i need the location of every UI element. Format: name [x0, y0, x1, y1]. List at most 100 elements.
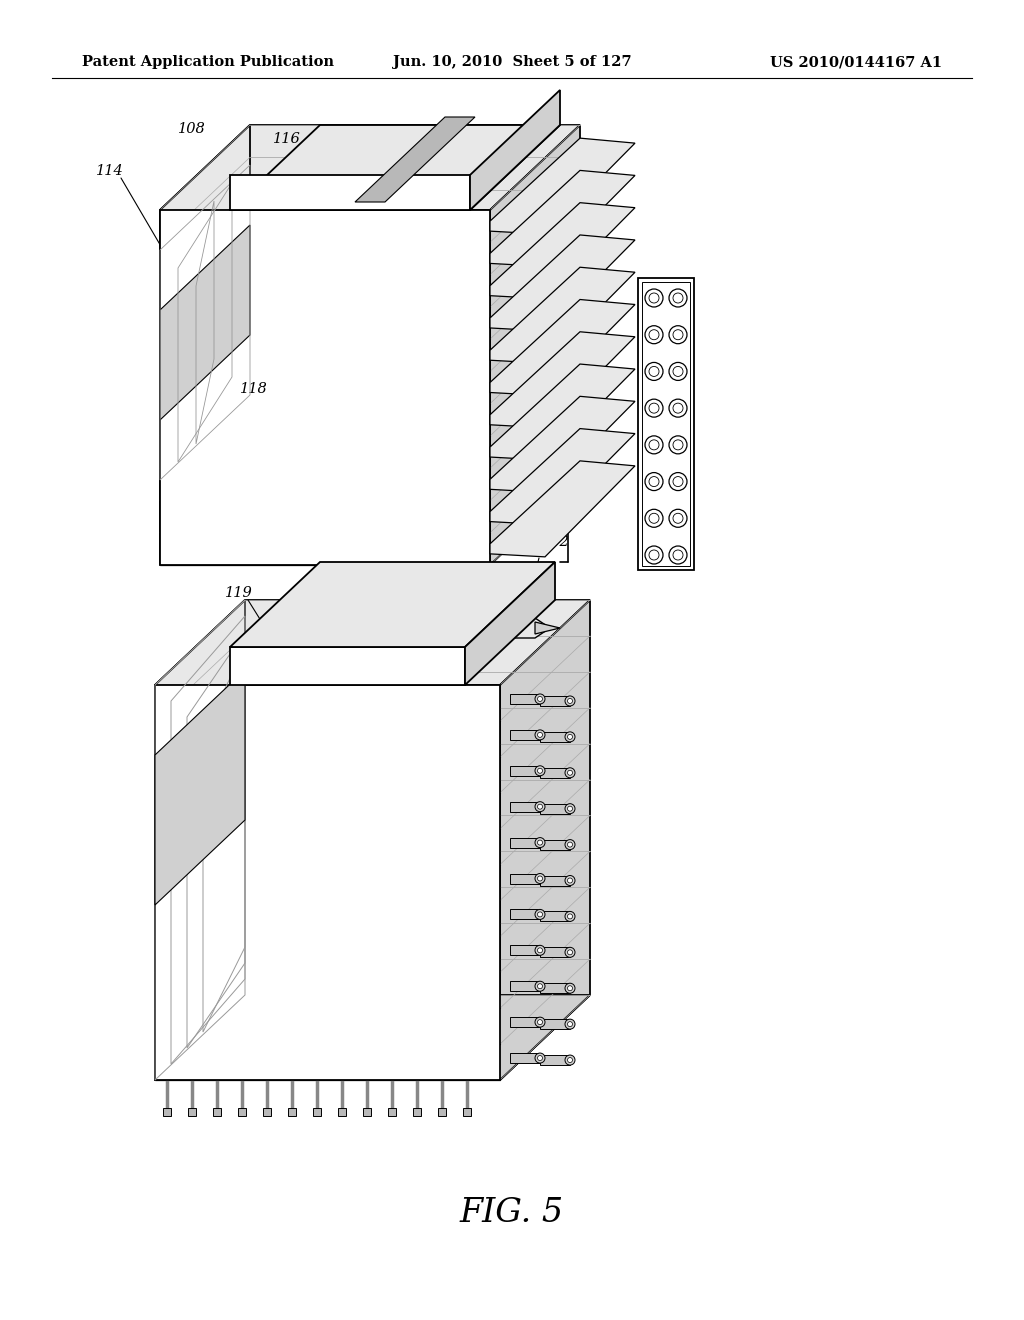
Polygon shape: [540, 983, 570, 993]
Ellipse shape: [538, 804, 543, 809]
Circle shape: [649, 403, 659, 413]
Ellipse shape: [567, 698, 572, 704]
Polygon shape: [540, 804, 570, 813]
Polygon shape: [540, 731, 570, 742]
Polygon shape: [510, 838, 540, 847]
Circle shape: [669, 510, 687, 527]
Polygon shape: [540, 875, 570, 886]
Polygon shape: [490, 331, 635, 428]
Circle shape: [669, 326, 687, 343]
Polygon shape: [188, 1107, 196, 1115]
Polygon shape: [540, 696, 570, 706]
Ellipse shape: [535, 945, 545, 956]
Polygon shape: [490, 429, 635, 524]
Polygon shape: [540, 911, 570, 921]
Text: Patent Application Publication: Patent Application Publication: [82, 55, 334, 69]
Polygon shape: [540, 840, 570, 850]
Text: 108: 108: [178, 121, 206, 136]
Circle shape: [645, 546, 663, 564]
Circle shape: [673, 440, 683, 450]
Polygon shape: [163, 1107, 171, 1115]
Polygon shape: [313, 1107, 321, 1115]
Polygon shape: [490, 235, 635, 331]
Circle shape: [649, 330, 659, 339]
Ellipse shape: [538, 768, 543, 774]
Ellipse shape: [567, 1057, 572, 1063]
Ellipse shape: [535, 909, 545, 920]
Ellipse shape: [538, 912, 543, 917]
Ellipse shape: [567, 734, 572, 739]
Polygon shape: [155, 685, 500, 1080]
Polygon shape: [230, 647, 465, 685]
Polygon shape: [155, 601, 245, 1080]
Polygon shape: [540, 1019, 570, 1030]
Ellipse shape: [565, 1019, 575, 1030]
Polygon shape: [510, 874, 540, 883]
Polygon shape: [490, 396, 635, 492]
Text: FIG. 5: FIG. 5: [460, 1197, 564, 1229]
Polygon shape: [238, 1107, 246, 1115]
Ellipse shape: [535, 766, 545, 776]
Ellipse shape: [538, 983, 543, 989]
Circle shape: [673, 367, 683, 376]
Polygon shape: [413, 1107, 421, 1115]
Circle shape: [645, 473, 663, 491]
Polygon shape: [510, 909, 540, 920]
Polygon shape: [263, 1107, 271, 1115]
Ellipse shape: [535, 694, 545, 704]
Polygon shape: [480, 618, 550, 638]
Circle shape: [669, 289, 687, 308]
Polygon shape: [490, 203, 635, 298]
Circle shape: [649, 550, 659, 560]
Circle shape: [669, 363, 687, 380]
Ellipse shape: [538, 1019, 543, 1024]
Polygon shape: [510, 1053, 540, 1063]
Circle shape: [649, 293, 659, 304]
Circle shape: [645, 363, 663, 380]
Circle shape: [673, 403, 683, 413]
Ellipse shape: [565, 804, 575, 813]
Polygon shape: [338, 1107, 346, 1115]
Polygon shape: [230, 562, 555, 647]
Circle shape: [649, 513, 659, 523]
Circle shape: [645, 436, 663, 454]
Ellipse shape: [565, 768, 575, 777]
Polygon shape: [510, 694, 540, 704]
Polygon shape: [155, 601, 590, 685]
Circle shape: [669, 546, 687, 564]
Polygon shape: [288, 1107, 296, 1115]
Polygon shape: [510, 766, 540, 776]
Polygon shape: [638, 279, 694, 570]
Polygon shape: [540, 768, 570, 777]
Text: US 2010/0144167 A1: US 2010/0144167 A1: [770, 55, 942, 69]
Polygon shape: [510, 945, 540, 956]
Ellipse shape: [565, 1055, 575, 1065]
Polygon shape: [230, 125, 560, 210]
Ellipse shape: [567, 771, 572, 775]
Ellipse shape: [565, 731, 575, 742]
Circle shape: [649, 477, 659, 487]
Polygon shape: [510, 981, 540, 991]
Circle shape: [673, 513, 683, 523]
Circle shape: [673, 477, 683, 487]
Polygon shape: [490, 364, 635, 461]
Text: 119: 119: [225, 586, 253, 601]
Polygon shape: [155, 995, 590, 1080]
Text: 132: 132: [568, 389, 596, 403]
Ellipse shape: [567, 1022, 572, 1027]
Text: 134: 134: [667, 337, 694, 351]
Polygon shape: [510, 801, 540, 812]
Ellipse shape: [538, 840, 543, 845]
Text: Jun. 10, 2010  Sheet 5 of 127: Jun. 10, 2010 Sheet 5 of 127: [392, 55, 632, 69]
Polygon shape: [540, 948, 570, 957]
Polygon shape: [463, 1107, 471, 1115]
Polygon shape: [510, 730, 540, 741]
Circle shape: [645, 510, 663, 527]
Ellipse shape: [567, 986, 572, 991]
Polygon shape: [490, 139, 635, 234]
Polygon shape: [438, 1107, 446, 1115]
Circle shape: [645, 289, 663, 308]
Polygon shape: [642, 282, 690, 566]
Ellipse shape: [535, 730, 545, 741]
Circle shape: [645, 326, 663, 343]
